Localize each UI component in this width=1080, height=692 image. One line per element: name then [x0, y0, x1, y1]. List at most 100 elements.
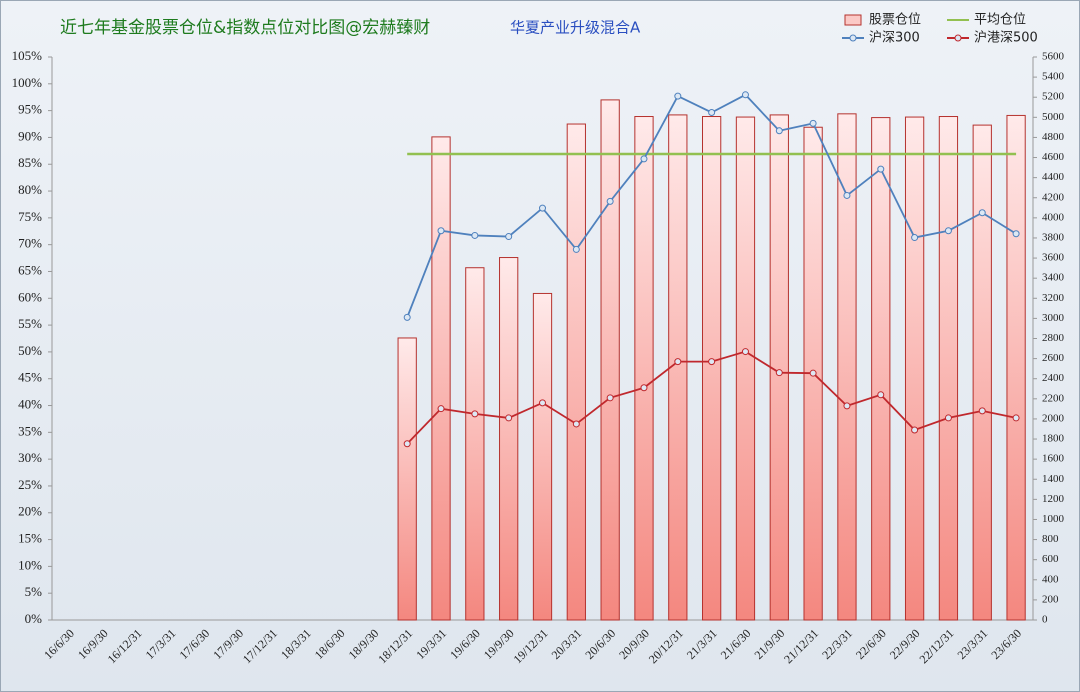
point — [741, 348, 749, 356]
bar — [634, 116, 654, 621]
point — [978, 209, 986, 217]
point — [944, 414, 952, 422]
y-tick-label: 75% — [18, 209, 42, 224]
y-tick-label: 20% — [18, 504, 42, 519]
point — [809, 119, 817, 127]
point — [640, 384, 648, 392]
y2-tick-label: 3600 — [1042, 252, 1065, 264]
bar — [499, 257, 519, 621]
y2-tick-label: 4800 — [1042, 131, 1065, 143]
point — [539, 399, 546, 407]
point — [1012, 230, 1020, 238]
y2-tick-label: 3200 — [1042, 292, 1065, 304]
y2-tick-label: 200 — [1042, 593, 1059, 605]
bar — [431, 136, 451, 621]
y2-tick-label: 800 — [1042, 533, 1059, 545]
y-tick-label: 70% — [18, 236, 42, 251]
point — [843, 402, 851, 410]
point — [741, 91, 749, 99]
y2-tick-label: 0 — [1042, 614, 1048, 626]
legend-label: 沪港深500 — [974, 30, 1038, 46]
y2-tick-label: 2000 — [1042, 412, 1065, 424]
bar — [702, 116, 722, 621]
legend-label: 股票仓位 — [869, 13, 921, 28]
bar — [465, 267, 485, 621]
y-tick-label: 65% — [18, 262, 42, 277]
y2-tick-label: 2600 — [1042, 352, 1065, 364]
point — [471, 231, 479, 239]
point — [843, 191, 851, 199]
bar — [1006, 114, 1026, 621]
point — [539, 204, 546, 212]
bar — [397, 337, 417, 621]
y2-tick-label: 4600 — [1042, 151, 1065, 163]
y2-tick-label: 1400 — [1042, 473, 1065, 485]
point — [505, 414, 513, 422]
y2-tick-label: 1800 — [1042, 433, 1065, 445]
y-tick-label: 90% — [18, 128, 42, 143]
y-tick-label: 15% — [18, 531, 42, 546]
point — [944, 227, 952, 235]
point — [911, 234, 919, 242]
y-tick-label: 85% — [18, 155, 42, 170]
chart-title: 近七年基金股票仓位&指数点位对比图@宏赫臻财 — [60, 18, 430, 38]
y2-tick-label: 1600 — [1042, 453, 1065, 465]
y-tick-label: 50% — [18, 343, 42, 358]
bar — [532, 292, 553, 621]
point — [640, 155, 648, 163]
point — [572, 420, 580, 428]
point — [708, 358, 716, 366]
y2-tick-label: 4400 — [1042, 171, 1065, 183]
y-tick-label: 40% — [18, 397, 42, 412]
y2-tick-label: 4200 — [1042, 191, 1065, 203]
y2-tick-label: 2800 — [1042, 332, 1065, 344]
y2-tick-label: 2400 — [1042, 372, 1065, 384]
point — [775, 127, 783, 135]
y-tick-label: 30% — [18, 450, 42, 465]
y2-tick-label: 400 — [1042, 573, 1059, 585]
bar — [769, 114, 789, 621]
y2-tick-label: 3000 — [1042, 312, 1065, 324]
legend-label: 沪深300 — [869, 30, 920, 46]
point — [403, 313, 411, 321]
bar — [668, 114, 688, 621]
y2-tick-label: 5600 — [1042, 51, 1065, 63]
point — [572, 245, 580, 253]
y-tick-label: 0% — [25, 611, 43, 626]
point — [775, 369, 783, 377]
y-tick-label: 45% — [18, 370, 42, 385]
point — [911, 426, 919, 434]
y2-tick-label: 3400 — [1042, 272, 1065, 284]
y-tick-label: 10% — [18, 557, 42, 572]
y2-tick-label: 5200 — [1042, 91, 1065, 103]
y-tick-label: 25% — [18, 477, 42, 492]
chart-subtitle: 华夏产业升级混合A — [510, 19, 641, 37]
legend-swatch — [844, 14, 862, 26]
y2-tick-label: 5400 — [1042, 71, 1065, 83]
point — [437, 227, 445, 235]
point — [437, 405, 445, 413]
point — [674, 92, 682, 100]
point — [1012, 414, 1020, 422]
point — [978, 407, 986, 415]
point — [674, 358, 682, 366]
legend-marker — [849, 34, 857, 42]
y2-tick-label: 4000 — [1042, 211, 1065, 223]
y2-tick-label: 1200 — [1042, 493, 1065, 505]
bar — [972, 124, 992, 621]
legend-marker — [954, 34, 962, 42]
y-tick-label: 100% — [12, 75, 43, 90]
y2-tick-label: 3800 — [1042, 231, 1065, 243]
y2-tick-label: 5000 — [1042, 111, 1065, 123]
bar — [871, 117, 891, 621]
bar — [938, 116, 959, 621]
point — [403, 440, 411, 448]
y-tick-label: 95% — [18, 102, 42, 117]
point — [708, 108, 716, 116]
y-tick-label: 80% — [18, 182, 42, 197]
legend-label: 平均仓位 — [974, 13, 1026, 28]
y-tick-label: 5% — [25, 584, 43, 599]
point — [505, 233, 513, 241]
point — [606, 197, 614, 205]
